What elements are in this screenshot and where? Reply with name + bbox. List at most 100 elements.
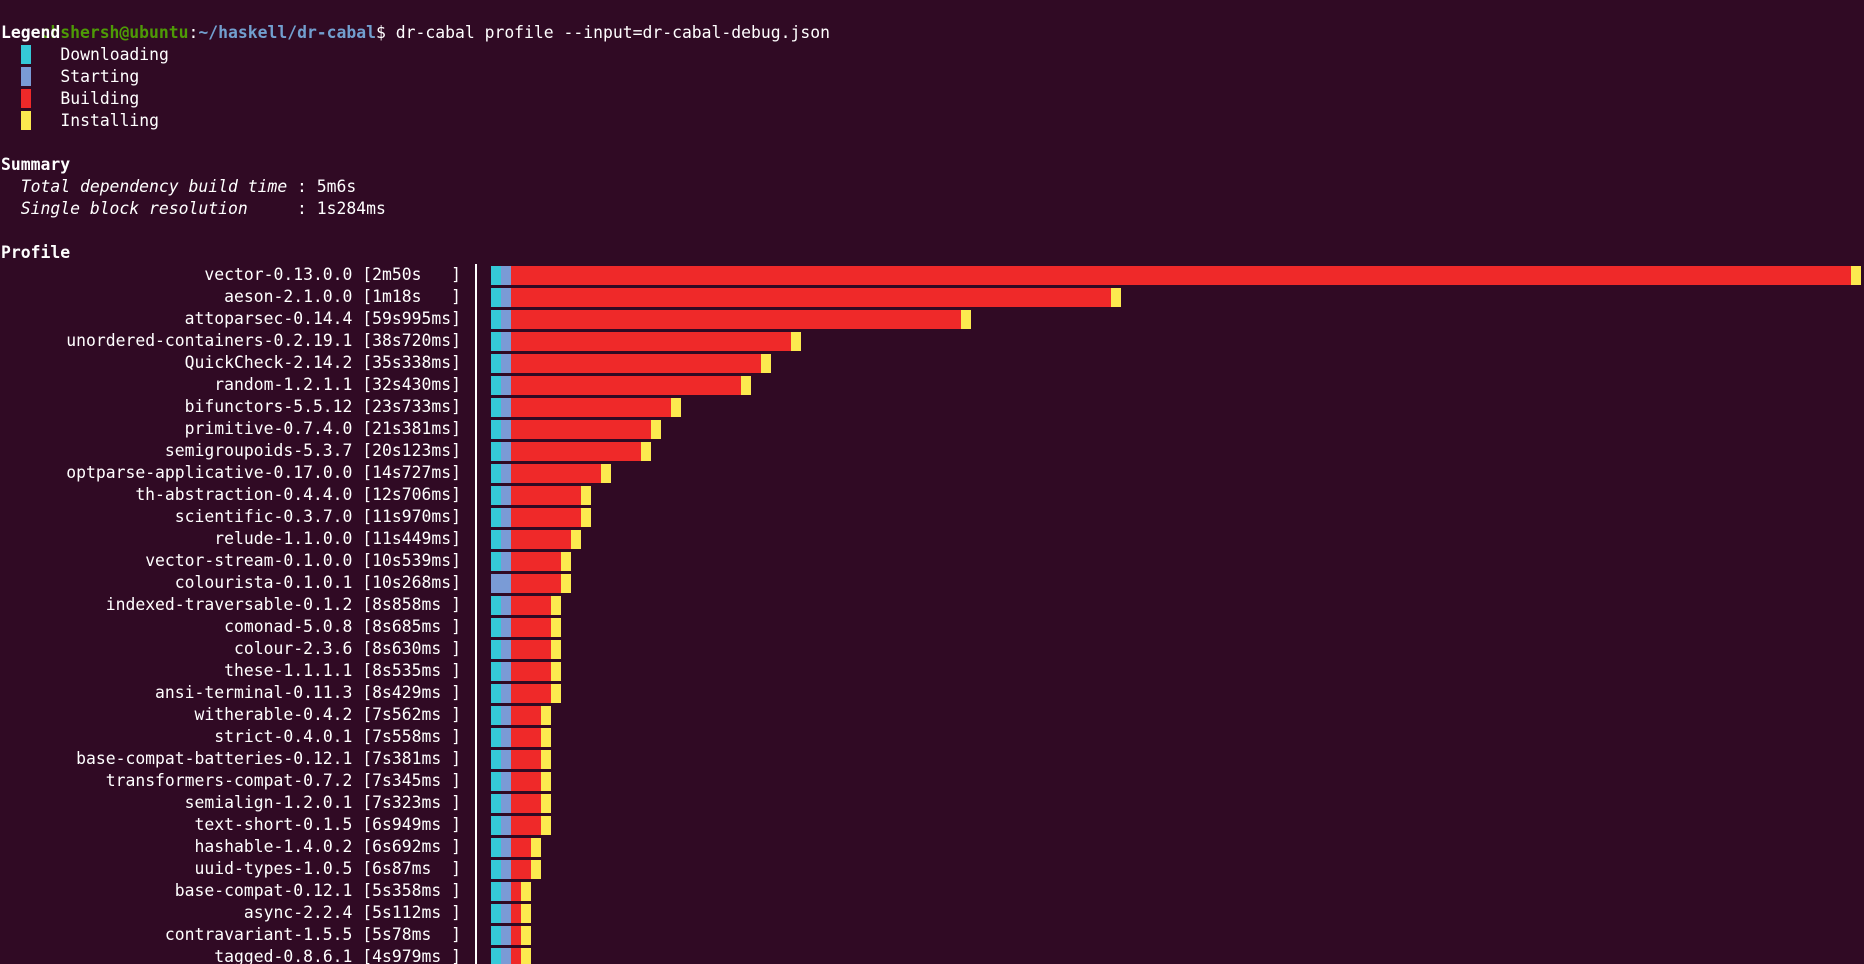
- package-build-time: 11s449ms: [372, 529, 452, 548]
- package-build-time: 38s720ms: [372, 331, 452, 350]
- profile-row-label: uuid-types-1.0.5 [6s87ms ]: [194, 859, 461, 878]
- bar-segment-building: [511, 442, 641, 461]
- bar-segment-starting: [501, 640, 511, 659]
- bar-segment-downloading: [491, 684, 501, 703]
- profile-row-label: these-1.1.1.1 [8s535ms ]: [224, 661, 461, 680]
- bar-segment-building: [511, 882, 521, 901]
- bar-segment-downloading: [491, 552, 501, 571]
- bar-segment-installing: [551, 618, 561, 637]
- bar-segment-downloading: [491, 442, 501, 461]
- bar-segment-installing: [561, 574, 571, 593]
- bar-segment-installing: [561, 552, 571, 571]
- package-build-time: 20s123ms: [372, 441, 452, 460]
- package-build-time: 6s692ms: [372, 837, 452, 856]
- bar-segment-downloading: [491, 310, 501, 329]
- bar-segment-starting: [501, 728, 511, 747]
- package-build-time: 5s112ms: [372, 903, 452, 922]
- bar-segment-starting: [501, 288, 511, 307]
- bar-segment-building: [511, 398, 671, 417]
- package-name: random-1.2.1.1: [214, 375, 353, 394]
- package-build-time: 59s995ms: [372, 309, 452, 328]
- package-name: base-compat-batteries-0.12.1: [76, 749, 353, 768]
- package-build-time: 5s78ms: [372, 925, 452, 944]
- bar-segment-downloading: [491, 596, 501, 615]
- bar-segment-starting: [501, 816, 511, 835]
- bar-segment-installing: [551, 596, 561, 615]
- profile-row-label: text-short-0.1.5 [6s949ms ]: [194, 815, 461, 834]
- bar-segment-starting: [501, 750, 511, 769]
- prompt-line: chshersh@ubuntu:~/haskell/dr-cabal$ dr-c…: [1, 0, 829, 42]
- bar-segment-installing: [671, 398, 681, 417]
- profile-row-label: base-compat-0.12.1 [5s358ms ]: [174, 881, 461, 900]
- bar-segment-installing: [521, 882, 531, 901]
- bar-segment-starting: [501, 838, 511, 857]
- package-name: hashable-1.4.0.2: [194, 837, 353, 856]
- bar-segment-installing: [541, 772, 551, 791]
- bar-segment-starting: [501, 948, 511, 964]
- bar-segment-starting: [501, 706, 511, 725]
- bar-segment-downloading: [491, 376, 501, 395]
- package-name: these-1.1.1.1: [224, 661, 353, 680]
- legend-swatch: [20, 45, 31, 64]
- bar-segment-starting: [501, 552, 511, 571]
- profile-row-label: comonad-5.0.8 [8s685ms ]: [224, 617, 461, 636]
- bar-segment-starting: [501, 464, 511, 483]
- bar-segment-installing: [1851, 266, 1861, 285]
- package-name: colour-2.3.6: [234, 639, 353, 658]
- profile-row-label: optparse-applicative-0.17.0.0 [14s727ms]: [66, 463, 461, 482]
- package-build-time: 8s858ms: [372, 595, 452, 614]
- profile-row-label: hashable-1.4.0.2 [6s692ms ]: [194, 837, 461, 856]
- bar-segment-downloading: [491, 838, 501, 857]
- bar-segment-installing: [961, 310, 971, 329]
- bar-segment-installing: [581, 486, 591, 505]
- legend-item: Starting: [1, 66, 139, 88]
- package-name: contravariant-1.5.5: [164, 925, 353, 944]
- summary-row-total: Total dependency build time : 5m6s: [20, 177, 357, 196]
- package-build-time: 8s429ms: [372, 683, 452, 702]
- bar-segment-building: [511, 288, 1111, 307]
- bar-segment-building: [511, 552, 561, 571]
- package-build-time: 32s430ms: [372, 375, 452, 394]
- profile-row-label: contravariant-1.5.5 [5s78ms ]: [164, 925, 461, 944]
- bar-segment-downloading: [491, 398, 501, 417]
- bar-segment-installing: [551, 662, 561, 681]
- package-name: attoparsec-0.14.4: [184, 309, 353, 328]
- package-name: relude-1.1.0.0: [214, 529, 353, 548]
- bar-segment-installing: [531, 860, 541, 879]
- profile-row-label: QuickCheck-2.14.2 [35s338ms]: [184, 353, 461, 372]
- package-build-time: 7s562ms: [372, 705, 452, 724]
- bar-segment-starting: [491, 574, 511, 593]
- package-name: QuickCheck-2.14.2: [184, 353, 353, 372]
- bar-segment-downloading: [491, 640, 501, 659]
- bar-segment-installing: [791, 332, 801, 351]
- bar-segment-installing: [541, 816, 551, 835]
- bar-segment-starting: [501, 486, 511, 505]
- package-build-time: 7s558ms: [372, 727, 452, 746]
- package-build-time: 10s268ms: [372, 573, 452, 592]
- bar-segment-building: [511, 354, 761, 373]
- legend-label: Downloading: [60, 45, 169, 64]
- bar-segment-installing: [1111, 288, 1121, 307]
- bar-segment-building: [511, 662, 551, 681]
- bar-segment-downloading: [491, 926, 501, 945]
- profile-row-label: witherable-0.4.2 [7s562ms ]: [194, 705, 461, 724]
- legend-label: Installing: [60, 111, 160, 130]
- bar-segment-installing: [571, 530, 581, 549]
- profile-separator: [475, 264, 477, 964]
- package-name: text-short-0.1.5: [194, 815, 353, 834]
- legend-swatch: [20, 111, 31, 130]
- package-build-time: 8s685ms: [372, 617, 452, 636]
- bar-segment-building: [511, 464, 601, 483]
- profile-row-label: primitive-0.7.4.0 [21s381ms]: [184, 419, 461, 438]
- bar-segment-starting: [501, 662, 511, 681]
- package-build-time: 8s535ms: [372, 661, 452, 680]
- bar-segment-installing: [541, 794, 551, 813]
- profile-row-label: indexed-traversable-0.1.2 [8s858ms ]: [105, 595, 461, 614]
- bar-segment-downloading: [491, 794, 501, 813]
- bar-segment-starting: [501, 442, 511, 461]
- package-build-time: 35s338ms: [372, 353, 452, 372]
- bar-segment-installing: [581, 508, 591, 527]
- profile-title: Profile: [1, 243, 71, 262]
- bar-segment-downloading: [491, 508, 501, 527]
